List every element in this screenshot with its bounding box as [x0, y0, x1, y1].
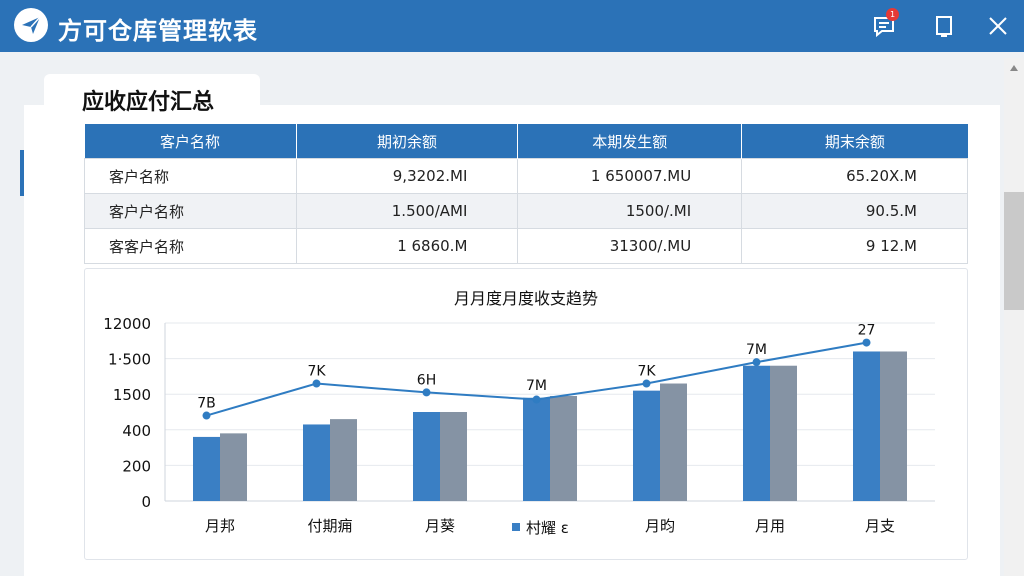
- bar-series-2: [550, 395, 577, 501]
- closing-balance-cell: 90.5.M: [741, 193, 968, 229]
- chart-title: 月月度月度收支趋势: [453, 289, 598, 308]
- table-row[interactable]: 客客户名称 1 6860.M 31300/.MU 9 12.M: [84, 228, 968, 264]
- data-label: 6H: [417, 372, 436, 388]
- data-label: 7B: [197, 396, 216, 412]
- x-tick-label: 月用: [755, 517, 785, 535]
- bar-series-1: [743, 365, 770, 501]
- scrollbar-thumb[interactable]: [1004, 192, 1024, 310]
- maximize-button[interactable]: [928, 10, 960, 42]
- data-label: 27: [858, 323, 876, 339]
- line-point: [422, 388, 431, 397]
- table-header-row: 客户名称 期初余额 本期发生额 期末余额: [84, 124, 968, 159]
- line-point: [862, 338, 871, 347]
- bar-series-2: [440, 412, 467, 501]
- legend-marker: [512, 523, 520, 531]
- customer-name-cell: 客户户名称: [84, 193, 297, 229]
- trend-chart: 12000 1·500 1500 400 200 0 月邦 付期痈 月葵 月昀 月用 月支 村耀 ε 7B…: [103, 315, 935, 537]
- line-point: [752, 358, 761, 367]
- title-bar: 方可仓库管理软表 1: [0, 0, 1024, 52]
- current-amount-cell: 1 650007.MU: [517, 158, 743, 194]
- panel-tab: [44, 74, 260, 124]
- y-tick-label: 1·500: [108, 351, 151, 369]
- data-label: 7M: [526, 378, 547, 394]
- line-point: [312, 379, 321, 388]
- opening-balance-cell: 1.500/AMI: [295, 193, 519, 229]
- scrollbar-track[interactable]: [1004, 58, 1024, 576]
- column-header[interactable]: 本期发生额: [517, 124, 743, 159]
- bar-series-1: [303, 424, 330, 501]
- y-tick-label: 200: [122, 457, 151, 475]
- notification-badge: 1: [886, 8, 899, 21]
- left-accent-bar: [20, 150, 24, 196]
- close-button[interactable]: [982, 10, 1014, 42]
- customer-name-cell: 客客户名称: [84, 228, 297, 264]
- y-tick-label: 1500: [113, 386, 151, 404]
- data-label: 7K: [637, 364, 656, 380]
- column-header[interactable]: 期初余额: [296, 124, 519, 159]
- bar-series-2: [330, 419, 357, 501]
- y-tick-label: 12000: [103, 315, 151, 333]
- legend-label: 村耀 ε: [526, 519, 569, 537]
- current-amount-cell: 31300/.MU: [517, 228, 743, 264]
- bar-series-1: [413, 412, 440, 501]
- bar-series-1: [523, 397, 550, 501]
- opening-balance-cell: 1 6860.M: [295, 228, 519, 264]
- bar-series-2: [770, 365, 797, 501]
- trend-chart-card: 月月度月度收支趋势 12000 1·500 1500 400 200 0 月邦 付期痈 月葵 月昀…: [84, 268, 968, 560]
- closing-balance-cell: 9 12.M: [741, 228, 968, 264]
- bar-series-2: [660, 383, 687, 501]
- line-point: [202, 411, 211, 420]
- data-label: 7K: [307, 364, 326, 380]
- x-tick-label: 月昀: [645, 517, 675, 535]
- table-row[interactable]: 客户户名称 1.500/AMI 1500/.MI 90.5.M: [84, 193, 968, 229]
- scroll-up-button[interactable]: [1004, 58, 1024, 78]
- x-tick-label: 付期痈: [307, 517, 352, 535]
- close-icon: [989, 17, 1007, 35]
- y-tick-label: 400: [122, 422, 151, 440]
- column-header[interactable]: 客户名称: [84, 124, 297, 159]
- column-header[interactable]: 期末余额: [741, 124, 968, 159]
- x-tick-label: 月邦: [205, 517, 235, 535]
- x-tick-label: 月葵: [425, 517, 455, 535]
- closing-balance-cell: 65.20X.M: [741, 158, 968, 194]
- notification-button[interactable]: 1: [868, 8, 900, 42]
- y-tick-label: 0: [141, 493, 151, 511]
- data-label: 7M: [746, 342, 767, 358]
- panel-title: 应收应付汇总: [82, 90, 215, 115]
- bar-series-1: [193, 436, 220, 501]
- window-icon: [936, 16, 952, 37]
- bar-series-2: [220, 433, 247, 501]
- bar-series-2: [880, 351, 907, 501]
- bar-series-1: [853, 351, 880, 501]
- bar-series-1: [633, 390, 660, 501]
- opening-balance-cell: 9,3202.MI: [295, 158, 519, 194]
- app-logo-icon: [14, 8, 48, 42]
- app-title: 方可仓库管理软表: [58, 17, 258, 45]
- line-point: [532, 395, 541, 404]
- summary-table: 客户名称 期初余额 本期发生额 期末余额 客户名称 9,3202.MI 1 65…: [84, 124, 968, 264]
- current-amount-cell: 1500/.MI: [517, 193, 743, 229]
- customer-name-cell: 客户名称: [84, 158, 297, 194]
- x-tick-label: 月支: [865, 517, 895, 535]
- line-point: [642, 379, 651, 388]
- table-row[interactable]: 客户名称 9,3202.MI 1 650007.MU 65.20X.M: [84, 158, 968, 194]
